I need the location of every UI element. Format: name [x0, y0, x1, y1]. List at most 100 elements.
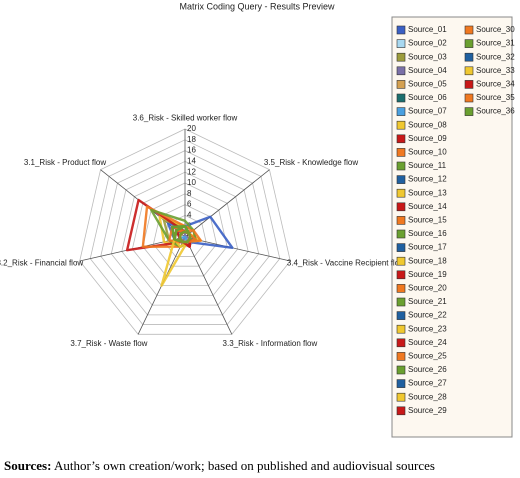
legend-label: Source_10: [408, 148, 447, 157]
legend-label: Source_15: [408, 216, 447, 225]
legend-swatch: [396, 107, 406, 116]
legend-swatch: [396, 324, 406, 334]
legend-swatch: [396, 284, 406, 293]
grid-line: [142, 193, 228, 277]
legend-label: Source_29: [408, 406, 447, 415]
legend-swatch: [464, 52, 474, 62]
legend-swatch: [464, 107, 474, 116]
legend-label: Source_03: [408, 52, 447, 61]
footer-label: Sources:: [4, 458, 52, 473]
legend-swatch: [396, 365, 406, 375]
legend-swatch: [464, 93, 474, 103]
r-tick-label: 16: [187, 146, 196, 155]
grid-line: [110, 160, 260, 306]
legend-label: Source_18: [408, 256, 447, 265]
legend-label: Source_11: [408, 161, 447, 170]
legend-swatch: [396, 202, 406, 212]
legend-swatch: [396, 175, 406, 184]
legend-swatch: [396, 52, 406, 62]
legend-swatch: [396, 270, 406, 280]
series-line: [178, 230, 192, 244]
legend-label: Source_01: [408, 25, 447, 34]
axis-label: 3.3_Risk - Information flow: [223, 339, 318, 348]
legend-label: Source_13: [408, 188, 447, 197]
legend-swatch: [396, 256, 406, 266]
legend-swatch: [464, 39, 474, 48]
r-tick-label: 6: [187, 200, 192, 209]
legend-label: Source_04: [408, 66, 447, 75]
legend-label: Source_24: [408, 338, 447, 347]
chart-title: Matrix Coding Query - Results Preview: [179, 1, 335, 11]
axis-label: 3.2_Risk - Financial flow: [0, 259, 83, 268]
legend-swatch: [396, 93, 406, 103]
grid-line: [100, 150, 270, 316]
axis-line: [184, 236, 233, 335]
legend-label: Source_26: [408, 365, 447, 374]
r-tick-label: 12: [187, 167, 196, 176]
legend-swatch: [396, 80, 406, 89]
grid-line: [163, 214, 207, 257]
chart: Matrix Coding Query - Results Preview 02…: [0, 1, 515, 438]
legend-label: Source_32: [476, 52, 515, 61]
legend-swatch: [396, 229, 406, 239]
axis-line: [184, 236, 291, 262]
legend-label: Source_12: [408, 175, 447, 184]
legend-label: Source_06: [408, 93, 447, 102]
axis-label: 3.7_Risk - Waste flow: [70, 339, 147, 348]
legend-swatch: [396, 311, 406, 320]
legend-label: Source_27: [408, 379, 447, 388]
legend-swatch: [396, 25, 406, 35]
legend-swatch: [396, 297, 406, 307]
legend: Source_01 Source_02 Source_03 Source_04 Sour…: [396, 25, 515, 416]
axis-label: 3.5_Risk - Knowledge flow: [264, 158, 358, 167]
r-tick-label: 4: [187, 211, 192, 220]
legend-swatch: [396, 188, 406, 198]
legend-label: Source_31: [476, 39, 515, 48]
legend-label: Source_20: [408, 284, 447, 293]
legend-swatch: [396, 406, 406, 416]
legend-label: Source_33: [476, 66, 515, 75]
legend-swatch: [396, 148, 406, 157]
r-tick-label: 18: [187, 135, 196, 144]
r-tick-label: 14: [187, 157, 196, 166]
axis-label: 3.4_Risk - Vaccine Recipient flow: [287, 259, 405, 268]
plot: [125, 198, 234, 287]
legend-label: Source_22: [408, 311, 447, 320]
footer: Sources: Author’s own creation/work; bas…: [4, 458, 435, 474]
legend-label: Source_34: [476, 80, 515, 89]
legend-label: Source_23: [408, 324, 447, 333]
legend-label: Source_36: [476, 107, 515, 116]
legend-label: Source_08: [408, 120, 447, 129]
grid-line: [121, 171, 249, 296]
legend-swatch: [396, 352, 406, 361]
legend-label: Source_25: [408, 352, 447, 361]
axis-line: [184, 169, 270, 238]
grid-line: [79, 128, 291, 335]
r-tick-label: 20: [187, 124, 196, 133]
r-tick-label: 8: [187, 189, 192, 198]
legend-label: Source_16: [408, 229, 447, 238]
legend-label: Source_30: [476, 25, 515, 34]
grid-line: [89, 139, 281, 325]
legend-swatch: [396, 243, 406, 252]
legend-swatch: [396, 39, 406, 48]
legend-swatch: [464, 66, 474, 76]
legend-swatch: [396, 338, 406, 348]
legend-label: Source_09: [408, 134, 447, 143]
legend-swatch: [396, 66, 406, 76]
axis-label: 3.6_Risk - Skilled worker flow: [133, 113, 238, 122]
legend-box: [391, 16, 513, 438]
legend-swatch: [464, 80, 474, 89]
legend-label: Source_02: [408, 39, 447, 48]
legend-label: Source_07: [408, 107, 447, 116]
axis-label: 3.1_Risk - Product flow: [24, 158, 106, 167]
legend-swatch: [396, 161, 406, 171]
legend-label: Source_19: [408, 270, 447, 279]
legend-swatch: [464, 25, 474, 35]
legend-swatch: [396, 120, 406, 130]
legend-swatch: [396, 134, 406, 144]
legend-swatch: [396, 216, 406, 225]
legend-label: Source_05: [408, 80, 447, 89]
